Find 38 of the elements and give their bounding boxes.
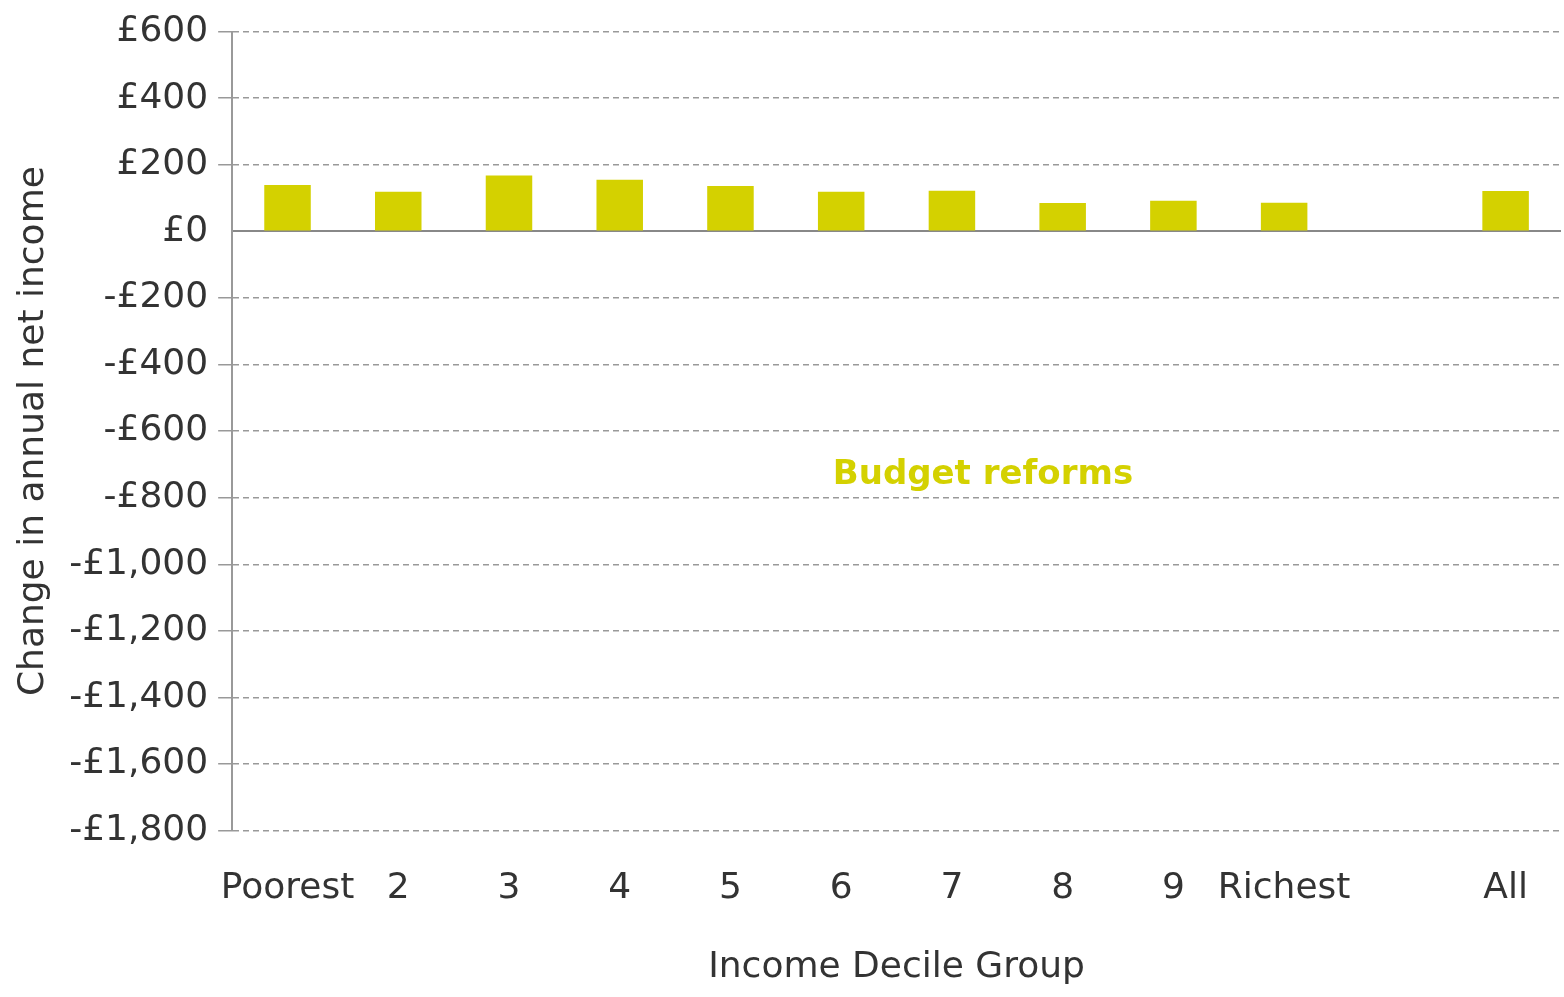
x-tick-label: Richest	[1217, 864, 1351, 906]
y-tick-label: -£800	[103, 474, 209, 516]
bar	[264, 185, 311, 231]
bar	[928, 190, 976, 231]
y-tick-label: £600	[116, 7, 209, 49]
x-tick-label: 3	[497, 864, 521, 906]
x-tick-label: All	[1483, 864, 1528, 906]
y-tick-label: -£1,600	[69, 740, 209, 782]
x-tick-label: Poorest	[220, 864, 355, 906]
y-tick-label: -£400	[103, 340, 209, 382]
x-tick-label: 2	[386, 864, 410, 906]
bar	[1260, 202, 1308, 231]
x-tick-label: 5	[719, 864, 742, 906]
bar	[707, 186, 754, 231]
bar	[817, 191, 865, 231]
bar	[375, 191, 422, 231]
y-tick-label: -£200	[103, 274, 209, 316]
x-tick-label: 7	[940, 864, 964, 906]
y-axis-title: Change in annual net income	[9, 166, 51, 697]
bar	[596, 179, 643, 231]
y-tick-label: £400	[116, 74, 209, 116]
bar	[485, 175, 533, 231]
y-tick-label: -£1,000	[69, 540, 209, 582]
x-axis-title: Income Decile Group	[708, 943, 1085, 985]
x-tick-label: 9	[1161, 864, 1185, 906]
y-tick-label: £0	[162, 207, 209, 249]
y-tick-label: -£1,800	[69, 806, 209, 848]
bar	[1150, 200, 1197, 231]
text: Budget reforms	[832, 451, 1134, 492]
y-tick-label: -£1,200	[69, 607, 209, 649]
x-tick-label: 4	[608, 864, 632, 906]
x-tick-label: 8	[1051, 864, 1075, 906]
bar	[1482, 191, 1529, 231]
y-tick-label: £200	[116, 141, 209, 183]
y-tick-label: -£600	[103, 407, 209, 449]
x-tick-label: 6	[829, 864, 853, 906]
y-tick-label: -£1,400	[69, 673, 209, 715]
bar	[1039, 203, 1086, 231]
